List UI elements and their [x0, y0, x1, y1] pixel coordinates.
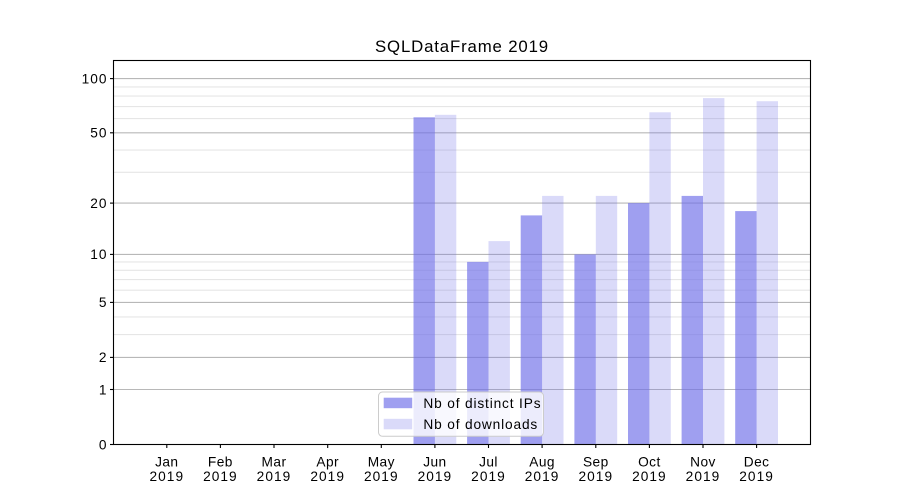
- svg-text:2: 2: [99, 350, 108, 365]
- svg-text:2019: 2019: [525, 469, 560, 484]
- svg-text:2019: 2019: [632, 469, 667, 484]
- svg-text:100: 100: [82, 71, 108, 86]
- svg-text:Jan: Jan: [155, 455, 178, 470]
- svg-text:2019: 2019: [471, 469, 506, 484]
- svg-text:1: 1: [99, 382, 108, 397]
- svg-text:2019: 2019: [310, 469, 345, 484]
- svg-text:Jun: Jun: [423, 455, 446, 470]
- svg-text:Oct: Oct: [638, 455, 661, 470]
- svg-text:SQLDataFrame 2019: SQLDataFrame 2019: [375, 37, 549, 56]
- svg-text:2019: 2019: [203, 469, 238, 484]
- svg-text:Nb of distinct IPs: Nb of distinct IPs: [423, 396, 541, 411]
- svg-text:May: May: [368, 455, 395, 470]
- svg-text:50: 50: [90, 126, 107, 141]
- svg-text:Sep: Sep: [583, 455, 609, 470]
- svg-text:Nb of downloads: Nb of downloads: [423, 417, 538, 432]
- svg-text:2019: 2019: [739, 469, 774, 484]
- svg-text:20: 20: [90, 196, 107, 211]
- svg-text:Apr: Apr: [316, 455, 339, 470]
- svg-text:10: 10: [90, 247, 107, 262]
- svg-text:5: 5: [99, 295, 108, 310]
- svg-text:0: 0: [99, 437, 108, 452]
- svg-text:Dec: Dec: [744, 455, 770, 470]
- svg-text:2019: 2019: [578, 469, 613, 484]
- svg-text:Nov: Nov: [690, 455, 716, 470]
- svg-text:Aug: Aug: [529, 455, 555, 470]
- svg-text:2019: 2019: [257, 469, 292, 484]
- svg-text:Feb: Feb: [208, 455, 233, 470]
- svg-text:2019: 2019: [418, 469, 453, 484]
- svg-text:Mar: Mar: [262, 455, 287, 470]
- svg-text:Jul: Jul: [479, 455, 498, 470]
- svg-text:2019: 2019: [364, 469, 399, 484]
- svg-text:2019: 2019: [686, 469, 721, 484]
- svg-text:2019: 2019: [149, 469, 184, 484]
